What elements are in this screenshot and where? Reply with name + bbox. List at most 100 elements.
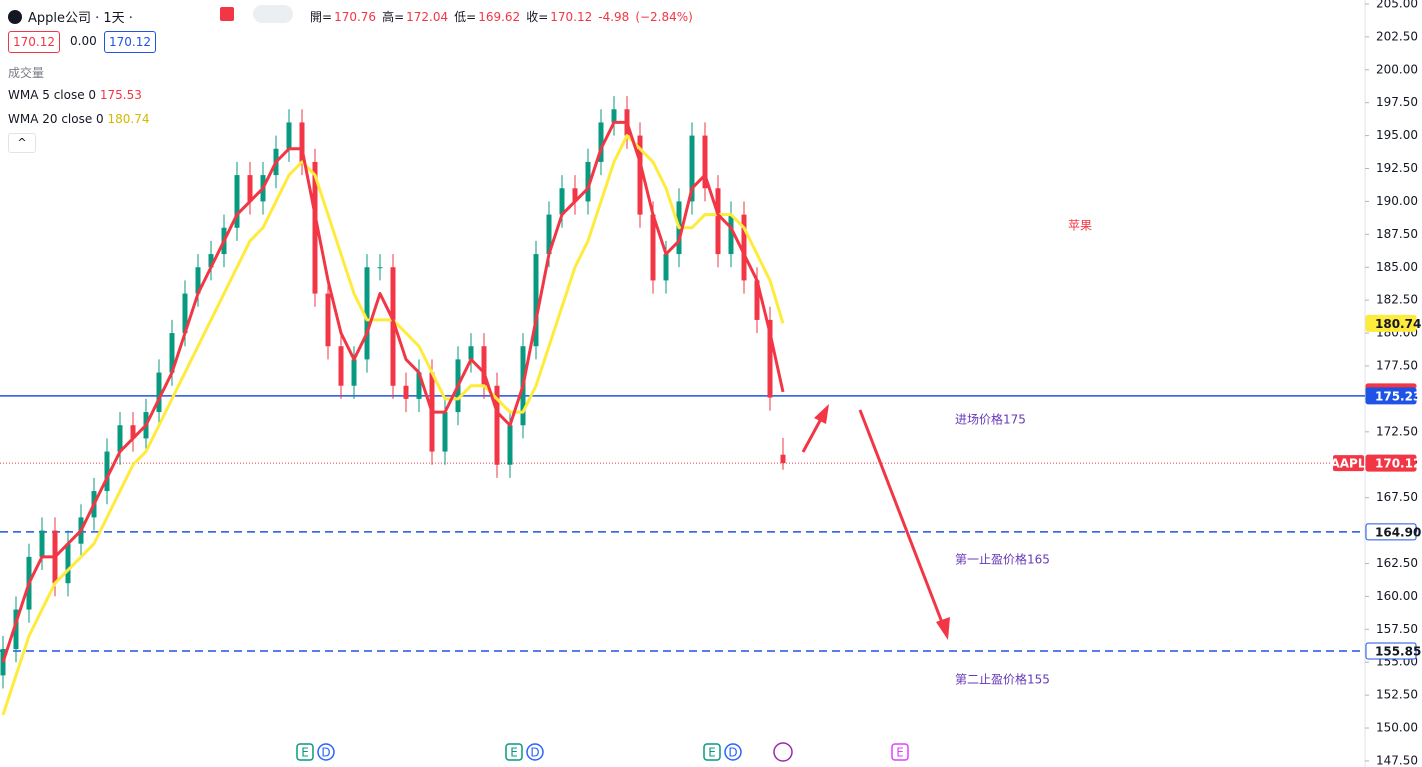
legend-wma20: WMA 20 close 0 180.74	[8, 112, 150, 126]
collapse-button[interactable]: ^	[8, 133, 36, 153]
candle-body	[403, 385, 409, 399]
candle-body	[559, 188, 565, 215]
y-tick-label: 150.00	[1376, 721, 1418, 735]
arrow-head	[936, 617, 950, 640]
candle-body	[728, 214, 734, 255]
legend-name: WMA 5 close 0	[8, 88, 97, 102]
candle-body	[546, 214, 552, 255]
event-label: D	[728, 746, 737, 760]
spread-box: 0.00	[70, 34, 97, 48]
logo	[8, 10, 22, 24]
ohlc-header: 開= 170.76 高= 172.04 低= 169.62 收= 170.12 -4.98 (−2…	[310, 8, 695, 25]
event-label: E	[301, 746, 309, 760]
y-tick-label: 185.00	[1376, 260, 1418, 274]
title-text: Apple公司 · 1天 ·	[28, 11, 133, 26]
ohlc-label: 低=	[454, 10, 477, 24]
arrow	[858, 409, 945, 626]
price-tag-label: 155.85	[1375, 645, 1421, 659]
change: -4.98	[598, 10, 630, 24]
y-tick-label: 157.50	[1376, 622, 1418, 636]
candle-body	[780, 454, 786, 464]
candle-body	[507, 425, 513, 465]
price-tag-label: 175.23	[1375, 389, 1421, 403]
candle-body	[338, 346, 344, 386]
y-tick-label: 195.00	[1376, 128, 1418, 142]
volume-legend: 成交量	[8, 66, 45, 80]
candle-body	[585, 161, 591, 202]
y-tick-label: 202.50	[1376, 29, 1418, 43]
candle-body	[234, 175, 240, 228]
ohlc-label: 高=	[382, 10, 405, 24]
event-label: E	[708, 746, 716, 760]
candle-body	[650, 214, 656, 281]
price-tag-label: 164.90	[1375, 525, 1421, 539]
candle-body	[377, 267, 383, 269]
ohlc-value: 169.62	[478, 10, 521, 24]
ohlc-label: 開=	[310, 10, 333, 24]
candle-body	[39, 530, 45, 557]
candle-body	[442, 412, 448, 452]
event-label: D	[321, 746, 330, 760]
candle-body	[715, 188, 721, 255]
price-tag	[1365, 314, 1417, 332]
candle-body	[416, 372, 422, 399]
price-tag	[1365, 454, 1417, 472]
candle-body	[351, 359, 357, 386]
legend-value: 180.74	[107, 112, 150, 126]
candle-body	[13, 609, 19, 650]
y-tick-label: 160.00	[1376, 589, 1418, 603]
candle-body	[364, 267, 370, 360]
candle-body	[611, 109, 617, 123]
event-icon	[724, 743, 742, 761]
y-tick-label: 192.50	[1376, 161, 1418, 175]
y-tick-label: 190.00	[1376, 194, 1418, 208]
candle-body	[754, 280, 760, 320]
arrows	[801, 404, 950, 640]
candle-body	[325, 293, 331, 347]
candle-body	[65, 543, 71, 584]
candle-body	[767, 319, 773, 398]
legend-value: 175.53	[99, 88, 142, 102]
candle-body	[481, 346, 487, 386]
y-tick-label: 147.50	[1376, 753, 1418, 767]
y-tick-label: 187.50	[1376, 227, 1418, 241]
y-tick-label: 182.50	[1376, 293, 1418, 307]
annotation: 第二止盈价格155	[955, 672, 1050, 687]
event-label: D	[530, 746, 539, 760]
legend-wma5: WMA 5 close 0 175.53	[8, 88, 142, 102]
arrow	[801, 416, 824, 453]
ohlc-value: 172.04	[406, 10, 449, 24]
y-tick-label: 197.50	[1376, 95, 1418, 109]
candle-body	[299, 122, 305, 162]
event-label: E	[510, 746, 518, 760]
annotation: 苹果	[1068, 219, 1092, 233]
candle-body	[689, 135, 695, 202]
candle-body	[130, 425, 136, 439]
event-icon	[526, 743, 544, 761]
candle-body	[741, 214, 747, 281]
event-icon	[317, 743, 335, 761]
ask-box[interactable]: 170.12	[104, 31, 156, 53]
candle-body	[533, 254, 539, 347]
event-icon	[505, 743, 523, 761]
candle-body	[169, 333, 175, 373]
ohlc-value: 170.12	[550, 10, 593, 24]
dividend-icon	[773, 742, 793, 762]
candle-body	[247, 175, 253, 202]
y-tick-label: 172.50	[1376, 424, 1418, 438]
event-label: E	[896, 746, 904, 760]
symbol-tag-label: AAPL	[1330, 457, 1365, 471]
bid-box[interactable]: 170.12	[8, 31, 60, 53]
y-tick-label: 167.50	[1376, 490, 1418, 504]
ohlc-value: 170.76	[334, 10, 377, 24]
price-tag-label: 170.12	[1375, 457, 1421, 471]
flag[interactable]	[220, 7, 234, 21]
candle-body	[702, 135, 708, 189]
toggle[interactable]	[253, 5, 293, 23]
candle-body	[182, 293, 188, 334]
candle-body	[156, 372, 162, 413]
y-tick-label: 152.50	[1376, 688, 1418, 702]
wma-line	[1, 120, 785, 663]
candle-body	[390, 267, 396, 386]
